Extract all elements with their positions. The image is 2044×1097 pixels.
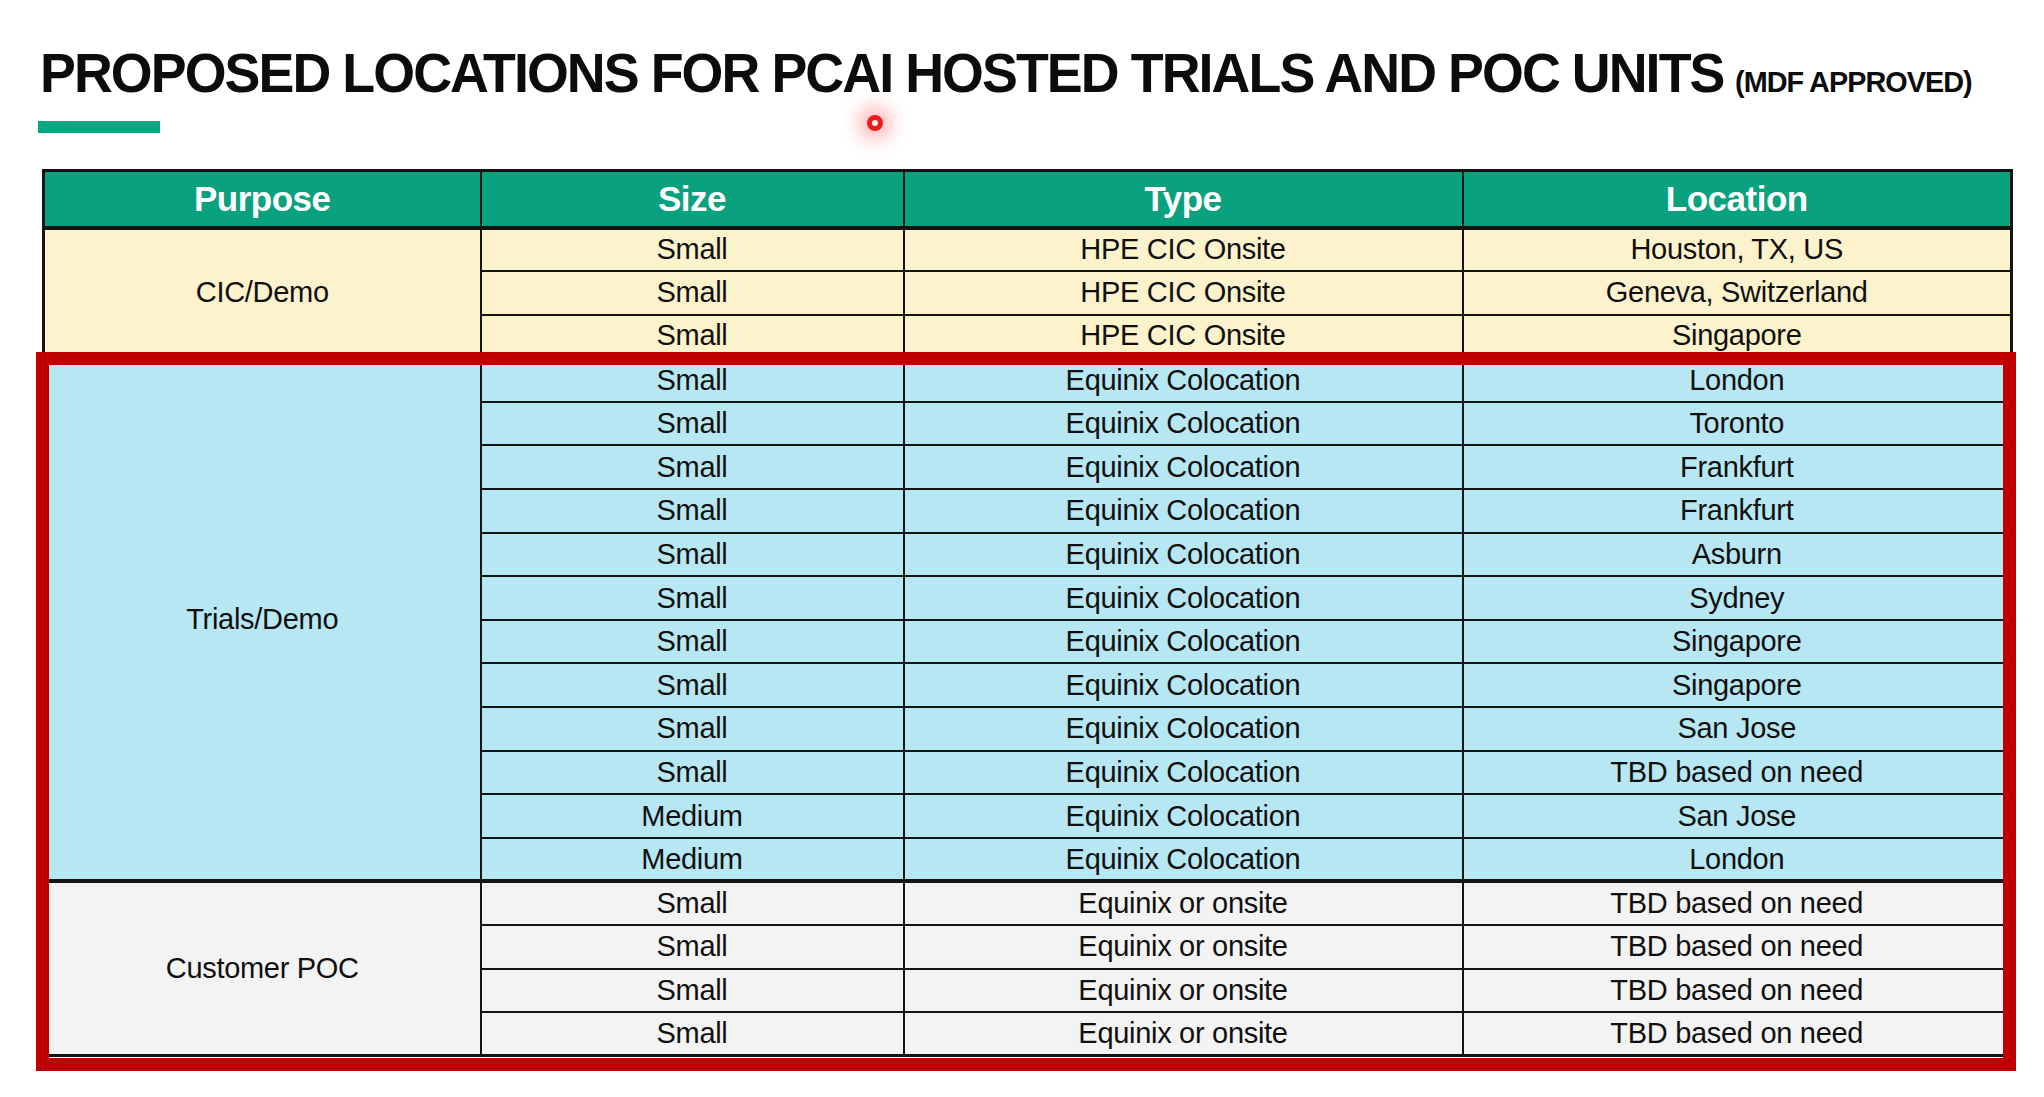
type-cell: HPE CIC Onsite: [904, 315, 1463, 359]
type-cell: Equinix Colocation: [904, 620, 1463, 664]
size-cell: Small: [481, 969, 904, 1013]
size-cell: Small: [481, 1012, 904, 1056]
type-cell: Equinix or onsite: [904, 925, 1463, 969]
purpose-cell-trials-demo: Trials/Demo: [44, 358, 481, 881]
slide: PROPOSED LOCATIONS FOR PCAI HOSTED TRIAL…: [0, 0, 2044, 1097]
location-cell: TBD based on need: [1463, 969, 2012, 1013]
size-cell: Small: [481, 445, 904, 489]
type-cell: Equinix Colocation: [904, 707, 1463, 751]
size-cell: Small: [481, 533, 904, 577]
location-cell: Sydney: [1463, 576, 2012, 620]
size-cell: Small: [481, 358, 904, 402]
size-cell: Small: [481, 315, 904, 359]
location-cell: Frankfurt: [1463, 489, 2012, 533]
page-title-suffix: (MDF APPROVED): [1735, 65, 1972, 99]
laser-pointer-dot: [867, 115, 883, 131]
column-header-purpose: Purpose: [44, 171, 481, 228]
location-cell: TBD based on need: [1463, 881, 2012, 925]
location-cell: Singapore: [1463, 315, 2012, 359]
location-cell: San Jose: [1463, 794, 2012, 838]
type-cell: HPE CIC Onsite: [904, 271, 1463, 315]
table-row: Customer POC Small Equinix or onsite TBD…: [44, 881, 2012, 925]
type-cell: Equinix or onsite: [904, 1012, 1463, 1056]
type-cell: Equinix Colocation: [904, 576, 1463, 620]
type-cell: Equinix or onsite: [904, 881, 1463, 925]
location-cell: Houston, TX, US: [1463, 228, 2012, 272]
type-cell: Equinix Colocation: [904, 663, 1463, 707]
size-cell: Small: [481, 271, 904, 315]
type-cell: Equinix Colocation: [904, 445, 1463, 489]
size-cell: Small: [481, 707, 904, 751]
locations-table: Purpose Size Type Location CIC/Demo Smal…: [42, 169, 2013, 1057]
type-cell: Equinix Colocation: [904, 358, 1463, 402]
location-cell: Toronto: [1463, 402, 2012, 446]
size-cell: Small: [481, 402, 904, 446]
type-cell: Equinix or onsite: [904, 969, 1463, 1013]
type-cell: Equinix Colocation: [904, 533, 1463, 577]
size-cell: Small: [481, 881, 904, 925]
location-cell: TBD based on need: [1463, 751, 2012, 795]
location-cell: London: [1463, 358, 2012, 402]
size-cell: Small: [481, 489, 904, 533]
location-cell: TBD based on need: [1463, 925, 2012, 969]
purpose-cell-customer-poc: Customer POC: [44, 881, 481, 1055]
size-cell: Medium: [481, 794, 904, 838]
page-title: PROPOSED LOCATIONS FOR PCAI HOSTED TRIAL…: [40, 40, 1972, 105]
page-title-main: PROPOSED LOCATIONS FOR PCAI HOSTED TRIAL…: [40, 40, 1723, 105]
size-cell: Small: [481, 576, 904, 620]
column-header-size: Size: [481, 171, 904, 228]
location-cell: TBD based on need: [1463, 1012, 2012, 1056]
location-cell: London: [1463, 838, 2012, 882]
location-cell: San Jose: [1463, 707, 2012, 751]
type-cell: Equinix Colocation: [904, 751, 1463, 795]
table-row: CIC/Demo Small HPE CIC Onsite Houston, T…: [44, 228, 2012, 272]
column-header-location: Location: [1463, 171, 2012, 228]
header-row: Purpose Size Type Location: [44, 171, 2012, 228]
type-cell: HPE CIC Onsite: [904, 228, 1463, 272]
type-cell: Equinix Colocation: [904, 838, 1463, 882]
size-cell: Small: [481, 925, 904, 969]
size-cell: Small: [481, 228, 904, 272]
location-cell: Singapore: [1463, 620, 2012, 664]
size-cell: Small: [481, 620, 904, 664]
location-cell: Singapore: [1463, 663, 2012, 707]
location-cell: Asburn: [1463, 533, 2012, 577]
location-cell: Frankfurt: [1463, 445, 2012, 489]
size-cell: Medium: [481, 838, 904, 882]
type-cell: Equinix Colocation: [904, 489, 1463, 533]
location-cell: Geneva, Switzerland: [1463, 271, 2012, 315]
type-cell: Equinix Colocation: [904, 794, 1463, 838]
column-header-type: Type: [904, 171, 1463, 228]
type-cell: Equinix Colocation: [904, 402, 1463, 446]
size-cell: Small: [481, 751, 904, 795]
purpose-cell-cic-demo: CIC/Demo: [44, 228, 481, 359]
title-accent-bar: [38, 121, 160, 133]
table-row: Trials/Demo Small Equinix Colocation Lon…: [44, 358, 2012, 402]
size-cell: Small: [481, 663, 904, 707]
